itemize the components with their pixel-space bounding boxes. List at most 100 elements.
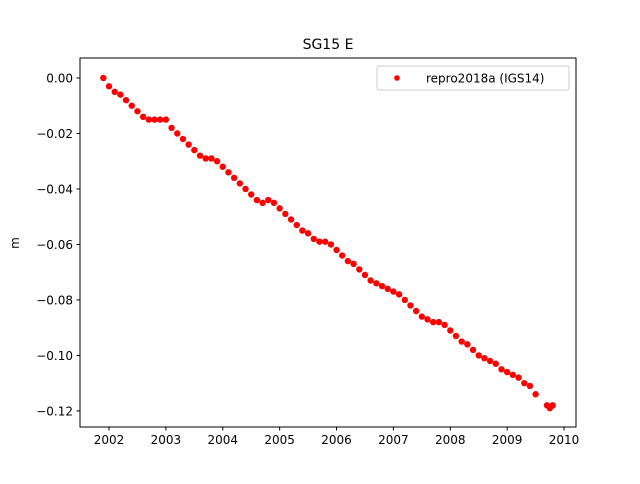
data-point [111, 88, 118, 96]
data-point [179, 135, 187, 143]
x-tick-label: 2009 [492, 433, 523, 447]
data-point [441, 321, 448, 329]
data-point [486, 357, 494, 365]
data-point [242, 185, 249, 193]
legend: repro2018a (IGS14) [376, 65, 570, 91]
data-point [430, 318, 437, 326]
data-point [299, 227, 306, 234]
data-point [447, 327, 454, 334]
data-point [162, 116, 170, 123]
data-point [287, 216, 295, 223]
data-point [424, 316, 431, 323]
x-tick-label: 2010 [549, 433, 580, 447]
legend-marker [394, 75, 400, 81]
data-point [407, 302, 414, 309]
legend-label: repro2018a (IGS14) [426, 72, 544, 86]
y-axis-label: m [8, 237, 22, 249]
data-point [282, 210, 289, 218]
y-tick-label: −0.12 [36, 404, 73, 418]
data-point [191, 146, 198, 154]
data-point [105, 83, 113, 90]
data-point [356, 266, 363, 273]
y-tick-label: −0.06 [36, 238, 73, 252]
plot-frame [79, 57, 577, 428]
data-point [475, 352, 482, 359]
y-axis: 0.00 −0.02 −0.04 −0.06 −0.08 −0.10 −0.12 [36, 71, 80, 418]
data-point [452, 332, 460, 340]
data-point [509, 371, 517, 379]
data-point [196, 152, 204, 159]
data-point [378, 282, 386, 290]
x-tick-label: 2008 [435, 433, 466, 447]
y-tick-label: −0.02 [36, 127, 73, 141]
legend-box [376, 65, 570, 91]
x-tick-label: 2007 [378, 433, 409, 447]
x-tick-label: 2003 [151, 433, 182, 447]
y-tick-label: −0.08 [36, 293, 73, 307]
data-point [122, 96, 130, 104]
data-point [367, 277, 374, 284]
data-point [469, 346, 477, 354]
data-point [333, 246, 340, 254]
data-point [498, 366, 505, 373]
data-point [390, 288, 397, 295]
data-point [174, 130, 181, 137]
data-point [145, 116, 153, 123]
data-point [276, 205, 283, 212]
data-point [225, 169, 232, 176]
data-points [100, 74, 556, 412]
data-point [134, 108, 141, 115]
data-point [532, 391, 539, 398]
data-point [157, 116, 164, 123]
data-point [401, 296, 408, 304]
data-point [310, 235, 317, 243]
x-tick-label: 2004 [207, 433, 238, 447]
x-axis: 2002 2003 2004 2005 2006 2007 2008 2009 2010 [94, 427, 580, 447]
data-point [373, 280, 380, 287]
data-point [350, 260, 357, 268]
data-point [248, 191, 255, 198]
data-point [208, 155, 215, 162]
data-point [270, 199, 278, 207]
x-tick-label: 2005 [264, 433, 295, 447]
data-point [549, 402, 556, 409]
data-point [412, 307, 420, 315]
data-point [151, 116, 158, 123]
data-point [515, 374, 522, 381]
data-point [259, 199, 266, 207]
y-tick-label: −0.10 [36, 349, 73, 363]
data-point [339, 252, 346, 259]
data-point [321, 238, 329, 245]
x-tick-label: 2006 [321, 433, 352, 447]
data-point [236, 180, 244, 187]
data-point [384, 285, 391, 293]
data-point [344, 257, 352, 265]
data-point [230, 174, 238, 182]
data-point [481, 354, 488, 362]
data-point [316, 238, 323, 245]
data-point [202, 155, 209, 162]
data-point [168, 124, 175, 132]
chart-title: SG15 E [303, 37, 354, 53]
data-point [464, 341, 471, 348]
data-point [139, 113, 147, 121]
data-point [526, 382, 534, 390]
data-point [327, 241, 335, 248]
y-tick-label: 0.00 [46, 71, 73, 85]
data-point [503, 368, 511, 376]
data-point [265, 196, 272, 204]
data-point [361, 271, 369, 279]
data-point [521, 379, 528, 387]
data-point [458, 338, 465, 345]
data-point [219, 163, 226, 170]
data-point [395, 291, 403, 298]
data-point [117, 91, 124, 98]
data-point [100, 74, 107, 82]
y-tick-label: −0.04 [36, 182, 73, 196]
data-point [435, 318, 443, 326]
data-point [418, 313, 426, 320]
data-point [492, 360, 499, 367]
x-tick-label: 2002 [94, 433, 125, 447]
data-point [253, 196, 261, 204]
